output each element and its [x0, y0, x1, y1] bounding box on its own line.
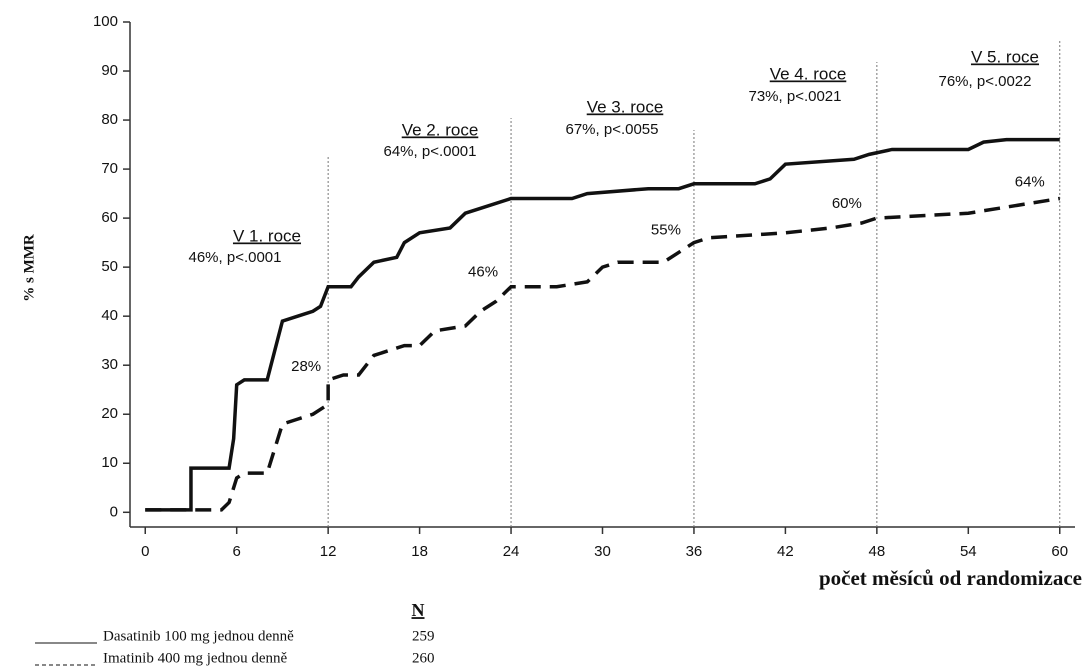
y-tick-label: 40	[101, 307, 118, 324]
x-tick-label: 18	[411, 543, 428, 560]
y-tick-label: 50	[101, 258, 118, 275]
year-stat: 64%, p<.0001	[384, 143, 477, 160]
y-tick-label: 0	[110, 503, 118, 520]
legend-label: Dasatinib 100 mg jednou denně	[103, 628, 294, 644]
y-tick-label: 70	[101, 160, 118, 177]
point-label: 28%	[291, 358, 321, 375]
x-tick-label: 36	[686, 543, 703, 560]
x-tick-label: 54	[960, 543, 977, 560]
y-tick-label: 60	[101, 209, 118, 226]
x-tick-label: 24	[503, 543, 520, 560]
y-tick-label: 20	[101, 405, 118, 422]
n-header: N	[412, 600, 425, 620]
year-title: Ve 4. roce	[770, 64, 847, 83]
y-tick-label: 30	[101, 356, 118, 373]
point-label: 55%	[651, 222, 681, 239]
year-title: V 1. roce	[233, 226, 301, 245]
x-tick-label: 12	[320, 543, 337, 560]
legend-label: Imatinib 400 mg jednou denně	[103, 650, 287, 666]
x-tick-label: 60	[1051, 543, 1068, 560]
year-title: V 5. roce	[971, 47, 1039, 66]
legend-n: 260	[412, 650, 435, 666]
series-line	[145, 137, 1060, 512]
x-tick-label: 0	[141, 543, 149, 560]
year-title: Ve 2. roce	[402, 120, 479, 139]
year-title: Ve 3. roce	[587, 97, 664, 116]
x-axis-label: počet měsíců od randomizace	[819, 566, 1082, 590]
x-tick-label: 48	[869, 543, 886, 560]
y-tick-label: 90	[101, 62, 118, 79]
year-stat: 76%, p<.0022	[939, 73, 1032, 90]
x-tick-label: 30	[594, 543, 611, 560]
x-tick-label: 6	[233, 543, 241, 560]
series-line	[145, 196, 1061, 512]
point-label: 60%	[832, 195, 862, 212]
legend-n: 259	[412, 628, 435, 644]
year-stat: 73%, p<.0021	[749, 88, 842, 105]
y-tick-label: 80	[101, 111, 118, 128]
point-label: 46%	[468, 264, 498, 281]
y-tick-label: 100	[93, 13, 118, 30]
point-label: 64%	[1015, 173, 1045, 190]
x-tick-label: 42	[777, 543, 794, 560]
y-tick-label: 10	[101, 454, 118, 471]
year-stat: 46%, p<.0001	[189, 249, 282, 266]
y-axis-label: % s MMR	[21, 234, 37, 302]
year-stat: 67%, p<.0055	[566, 121, 659, 138]
